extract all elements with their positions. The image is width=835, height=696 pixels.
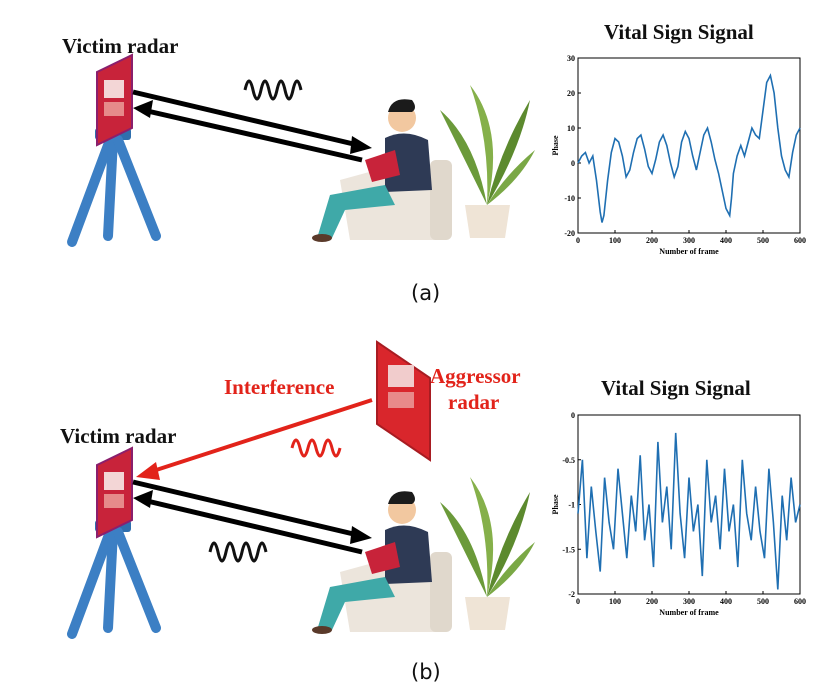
- wave-icon-a: [243, 79, 303, 101]
- chart-b-x-tick-label: 300: [683, 597, 695, 606]
- chart-a-signal-line: [577, 73, 801, 223]
- chart-b-y-axis-label: Phase: [551, 494, 560, 514]
- chart-b-signal-line: [577, 432, 801, 590]
- caption-b: (b): [411, 660, 441, 684]
- chart-a-y-axis-label: Phase: [551, 135, 560, 155]
- aggressor-label-line1: Aggressor: [430, 364, 521, 388]
- chart-title-a: Vital Sign Signal: [604, 20, 754, 44]
- plant-b: [440, 477, 535, 630]
- chart-b-x-tick-label: 600: [794, 597, 806, 606]
- chart-b-y-tick-label: 0: [571, 411, 575, 420]
- chart-b-y-tick-label: -0.5: [562, 456, 575, 465]
- victim-radar-label-a: Victim radar: [62, 34, 179, 58]
- chart-a-y-tick-label: 10: [567, 124, 575, 133]
- victim-radar-label-b: Victim radar: [60, 424, 177, 448]
- person-reading-a: [312, 99, 452, 242]
- aggressor-label-line2: radar: [448, 390, 500, 414]
- chart-a-x-axis-label: Number of frame: [659, 247, 719, 256]
- chart-a-y-tick-label: 0: [571, 159, 575, 168]
- radar-arrows-b: [132, 479, 372, 555]
- interference-wave-icon: [290, 438, 342, 458]
- victim-radar-board-b: [96, 446, 133, 539]
- aggressor-radar-board: [376, 340, 431, 462]
- chart-b-y-tick-label: -1: [568, 501, 575, 510]
- chart-a-x-tick-label: 200: [646, 236, 658, 245]
- chart-b-x-tick-label: 0: [576, 597, 580, 606]
- chart-b-x-tick-label: 100: [609, 597, 621, 606]
- chart-b-x-tick-label: 400: [720, 597, 732, 606]
- chart-a-x-tick-label: 0: [576, 236, 580, 245]
- caption-a: (a): [411, 281, 441, 305]
- chart-b-y-tick-label: -2: [568, 590, 575, 599]
- chart-b-x-tick-label: 500: [757, 597, 769, 606]
- chart-a-y-tick-label: 30: [567, 54, 575, 63]
- chart-a-y-tick-label: 20: [567, 89, 575, 98]
- victim-radar-board-a: [96, 53, 133, 147]
- chart-title-b: Vital Sign Signal: [601, 376, 751, 400]
- chart-b-x-tick-label: 200: [646, 597, 658, 606]
- person-reading-b: [312, 491, 452, 634]
- chart-a-y-tick-label: -20: [564, 229, 575, 238]
- chart-a-y-tick-label: -10: [564, 194, 575, 203]
- chart-a-x-tick-label: 600: [794, 236, 806, 245]
- plant-a: [440, 85, 535, 238]
- chart-a-x-tick-label: 300: [683, 236, 695, 245]
- chart-a-x-tick-label: 500: [757, 236, 769, 245]
- tripod-a: [67, 128, 161, 247]
- chart-a-x-tick-label: 400: [720, 236, 732, 245]
- radar-arrows-a: [132, 89, 372, 163]
- interference-label: Interference: [224, 375, 335, 399]
- chart-b-y-tick-label: -1.5: [562, 545, 575, 554]
- chart-a-x-tick-label: 100: [609, 236, 621, 245]
- chart-b-x-axis-label: Number of frame: [659, 608, 719, 617]
- interference-arrow: [136, 398, 373, 480]
- wave-icon-b: [208, 541, 268, 563]
